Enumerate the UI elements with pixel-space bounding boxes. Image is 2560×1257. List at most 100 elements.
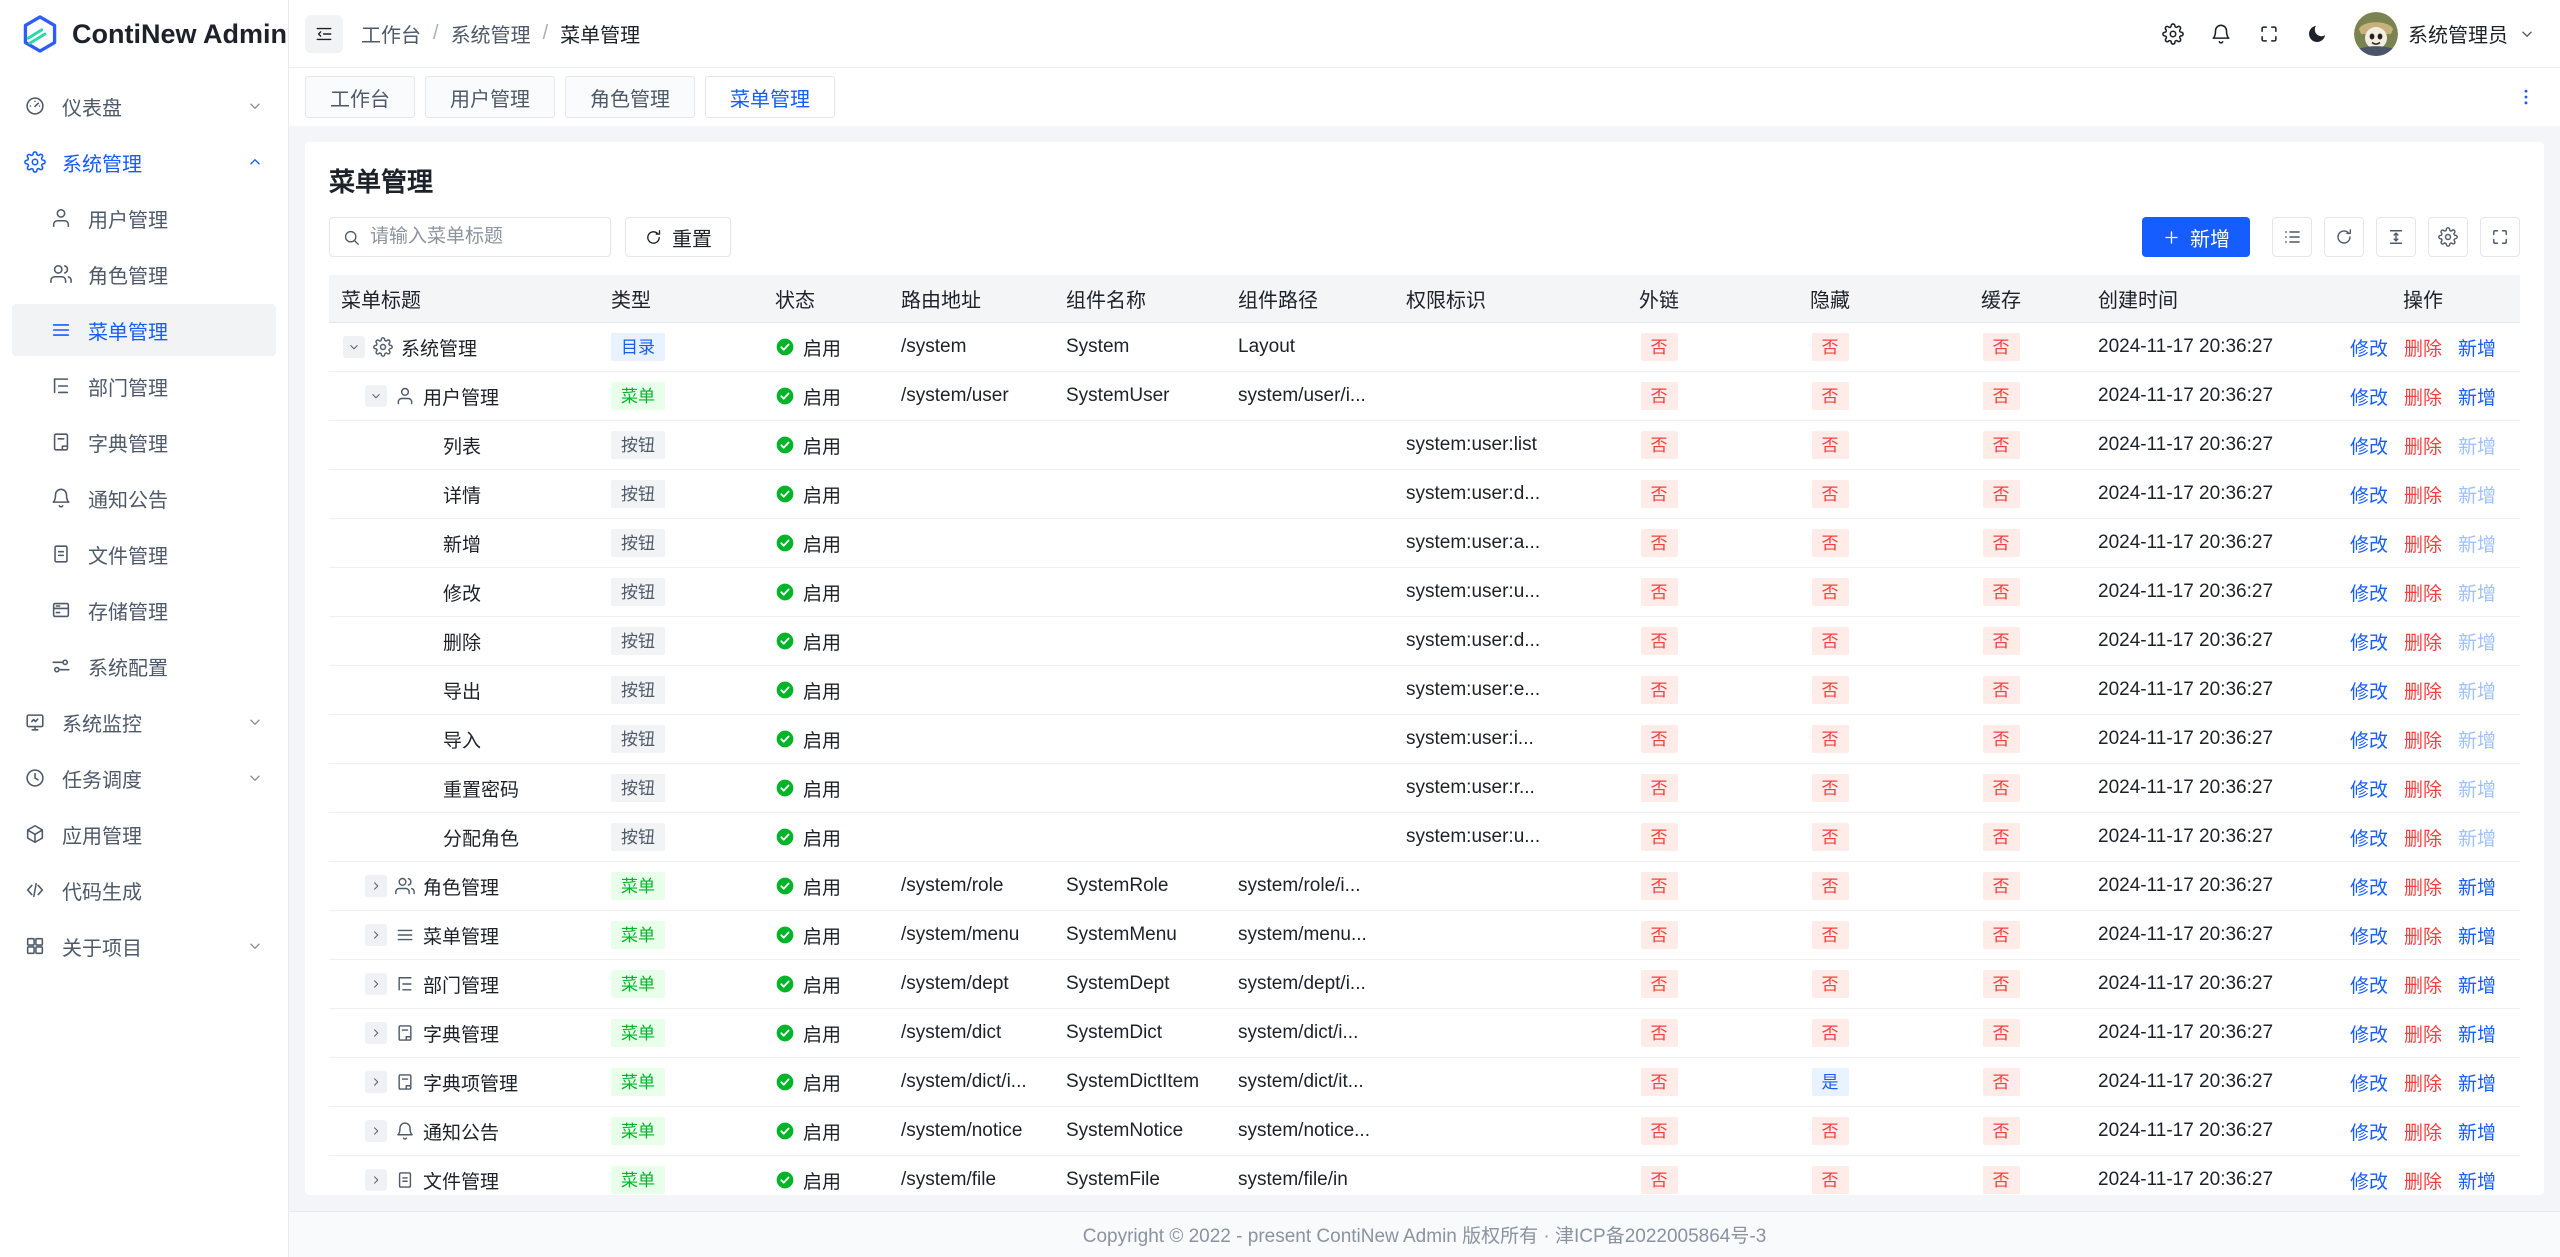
edit-action[interactable]: 修改 (2350, 824, 2388, 851)
edit-action[interactable]: 修改 (2350, 432, 2388, 459)
delete-action[interactable]: 删除 (2404, 334, 2442, 361)
expand-row-icon[interactable] (365, 1120, 387, 1142)
created-time-cell: 2024-11-17 20:36:27 (2086, 973, 2326, 995)
sidebar-item-notice-mgmt[interactable]: 通知公告 (12, 472, 276, 524)
collapse-row-icon[interactable] (343, 336, 365, 358)
sidebar-item-system[interactable]: 系统管理 (12, 136, 276, 188)
add-action[interactable]: 新增 (2458, 1118, 2496, 1145)
refresh-table-button[interactable] (2324, 217, 2364, 257)
delete-action[interactable]: 删除 (2404, 481, 2442, 508)
sidebar-item-app-mgmt[interactable]: 应用管理 (12, 808, 276, 860)
delete-action[interactable]: 删除 (2404, 1020, 2442, 1047)
add-button[interactable]: 新增 (2142, 217, 2250, 257)
edit-action[interactable]: 修改 (2350, 726, 2388, 753)
collapse-row-icon[interactable] (365, 385, 387, 407)
no-badge: 否 (1812, 872, 1849, 900)
edit-action[interactable]: 修改 (2350, 579, 2388, 606)
delete-action[interactable]: 删除 (2404, 628, 2442, 655)
add-action[interactable]: 新增 (2458, 922, 2496, 949)
line-height-button[interactable] (2376, 217, 2416, 257)
delete-action[interactable]: 删除 (2404, 530, 2442, 557)
sidebar-collapse-button[interactable] (305, 15, 343, 53)
expand-row-icon[interactable] (365, 1071, 387, 1093)
menu-title: 部门管理 (423, 971, 499, 998)
tab-workbench[interactable]: 工作台 (305, 76, 415, 118)
sidebar-item-menu-mgmt[interactable]: 菜单管理 (12, 304, 276, 356)
delete-action[interactable]: 删除 (2404, 432, 2442, 459)
search-input[interactable] (370, 226, 598, 248)
row-density-button[interactable] (2272, 217, 2312, 257)
edit-action[interactable]: 修改 (2350, 383, 2388, 410)
fullscreen-button[interactable] (2258, 23, 2280, 45)
actions-cell: 修改删除新增 (2326, 383, 2520, 410)
notifications-button[interactable] (2210, 23, 2232, 45)
status-label: 启用 (803, 383, 841, 410)
add-action[interactable]: 新增 (2458, 1069, 2496, 1096)
breadcrumb-item[interactable]: 系统管理 (451, 19, 531, 48)
tab-role-mgmt[interactable]: 角色管理 (565, 76, 695, 118)
breadcrumb-separator: / (543, 22, 549, 45)
tab-more-button[interactable] (2508, 79, 2544, 115)
dark-mode-button[interactable] (2306, 23, 2328, 45)
add-action[interactable]: 新增 (2458, 334, 2496, 361)
edit-action[interactable]: 修改 (2350, 1020, 2388, 1047)
expand-row-icon[interactable] (365, 1022, 387, 1044)
tab-menu-mgmt[interactable]: 菜单管理 (705, 76, 835, 118)
no-badge: 否 (1812, 725, 1849, 753)
sidebar-item-monitor[interactable]: 系统监控 (12, 696, 276, 748)
sidebar-item-system-config[interactable]: 系统配置 (12, 640, 276, 692)
expand-row-icon[interactable] (365, 924, 387, 946)
add-action[interactable]: 新增 (2458, 383, 2496, 410)
sidebar-item-schedule[interactable]: 任务调度 (12, 752, 276, 804)
sidebar-item-role-mgmt[interactable]: 角色管理 (12, 248, 276, 300)
delete-action[interactable]: 删除 (2404, 775, 2442, 802)
delete-action[interactable]: 删除 (2404, 824, 2442, 851)
sidebar-item-about[interactable]: 关于项目 (12, 920, 276, 972)
status-enabled-icon (775, 435, 795, 455)
delete-action[interactable]: 删除 (2404, 1167, 2442, 1194)
add-action[interactable]: 新增 (2458, 971, 2496, 998)
edit-action[interactable]: 修改 (2350, 971, 2388, 998)
sidebar-item-user-mgmt[interactable]: 用户管理 (12, 192, 276, 244)
sidebar-item-dict-mgmt[interactable]: 字典管理 (12, 416, 276, 468)
expand-row-icon[interactable] (365, 1169, 387, 1191)
add-action[interactable]: 新增 (2458, 1020, 2496, 1047)
tab-user-mgmt[interactable]: 用户管理 (425, 76, 555, 118)
edit-action[interactable]: 修改 (2350, 873, 2388, 900)
sidebar-item-dept-mgmt[interactable]: 部门管理 (12, 360, 276, 412)
delete-action[interactable]: 删除 (2404, 1118, 2442, 1145)
sidebar-item-storage-mgmt[interactable]: 存储管理 (12, 584, 276, 636)
sidebar-item-dashboard[interactable]: 仪表盘 (12, 80, 276, 132)
add-action[interactable]: 新增 (2458, 873, 2496, 900)
delete-action[interactable]: 删除 (2404, 971, 2442, 998)
reset-button[interactable]: 重置 (625, 217, 731, 257)
settings-button[interactable] (2162, 23, 2184, 45)
breadcrumb-item[interactable]: 工作台 (361, 19, 421, 48)
user-menu[interactable]: 系统管理员 (2354, 12, 2536, 56)
edit-action[interactable]: 修改 (2350, 481, 2388, 508)
delete-action[interactable]: 删除 (2404, 726, 2442, 753)
edit-action[interactable]: 修改 (2350, 1167, 2388, 1194)
edit-action[interactable]: 修改 (2350, 677, 2388, 704)
edit-action[interactable]: 修改 (2350, 334, 2388, 361)
expand-row-icon[interactable] (365, 875, 387, 897)
delete-action[interactable]: 删除 (2404, 677, 2442, 704)
add-action[interactable]: 新增 (2458, 1167, 2496, 1194)
delete-action[interactable]: 删除 (2404, 383, 2442, 410)
delete-action[interactable]: 删除 (2404, 1069, 2442, 1096)
sidebar-item-file-mgmt[interactable]: 文件管理 (12, 528, 276, 580)
sidebar-item-codegen[interactable]: 代码生成 (12, 864, 276, 916)
edit-action[interactable]: 修改 (2350, 1069, 2388, 1096)
expand-row-icon[interactable] (365, 973, 387, 995)
cache-cell: 否 (1916, 578, 2086, 606)
edit-action[interactable]: 修改 (2350, 922, 2388, 949)
edit-action[interactable]: 修改 (2350, 628, 2388, 655)
edit-action[interactable]: 修改 (2350, 775, 2388, 802)
column-settings-button[interactable] (2428, 217, 2468, 257)
delete-action[interactable]: 删除 (2404, 579, 2442, 606)
delete-action[interactable]: 删除 (2404, 873, 2442, 900)
edit-action[interactable]: 修改 (2350, 530, 2388, 557)
delete-action[interactable]: 删除 (2404, 922, 2442, 949)
table-fullscreen-button[interactable] (2480, 217, 2520, 257)
edit-action[interactable]: 修改 (2350, 1118, 2388, 1145)
